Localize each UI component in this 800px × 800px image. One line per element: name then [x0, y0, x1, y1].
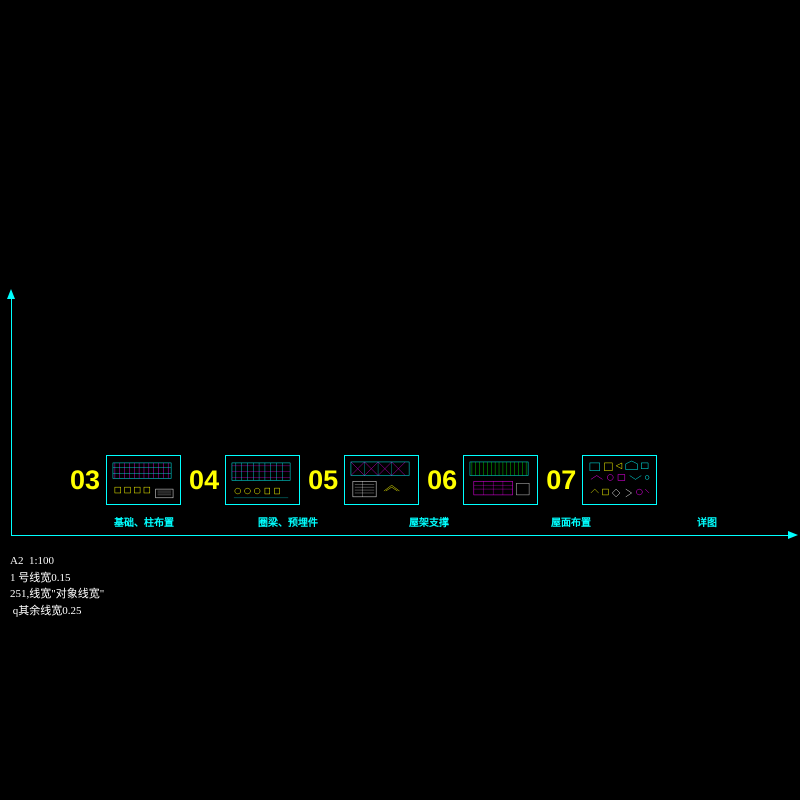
notes-block: A2 1:100 1 号线宽0.15 251,线宽"对象线宽" q其余线宽0.2… — [10, 553, 104, 619]
sheet-caption: 详图 — [642, 514, 772, 529]
thumb-details-icon — [587, 460, 652, 501]
sheet-number: 05 — [308, 467, 338, 494]
sheet-thumb — [463, 455, 538, 505]
sheet-caption: 圈梁、预埋件 — [218, 514, 358, 529]
axis-arrow-right-icon — [788, 531, 798, 539]
sheet-thumb — [106, 455, 181, 505]
sheet-thumb — [582, 455, 657, 505]
note-line: 251,线宽"对象线宽" — [10, 586, 104, 603]
sheet-06: 06 — [427, 455, 538, 505]
sheet-07: 07 — [546, 455, 657, 505]
sheet-number: 03 — [70, 467, 100, 494]
note-line: A2 1:100 — [10, 553, 104, 570]
sheet-04: 04 — [189, 455, 300, 505]
captions-row: 基础、柱布置 圈梁、预埋件 屋架支撑 屋面布置 详图 — [70, 514, 788, 529]
sheets-row: 03 — [70, 455, 657, 505]
axis-arrow-up-icon — [7, 289, 15, 299]
axis-horizontal — [11, 535, 789, 536]
sheet-caption: 基础、柱布置 — [70, 514, 218, 529]
sheet-caption: 屋面布置 — [500, 514, 642, 529]
axis-vertical — [11, 297, 12, 535]
sheet-caption: 屋架支撑 — [358, 514, 500, 529]
sheet-03: 03 — [70, 455, 181, 505]
sheet-number: 06 — [427, 467, 457, 494]
note-line: q其余线宽0.25 — [10, 603, 104, 620]
sheet-thumb — [225, 455, 300, 505]
note-line: 1 号线宽0.15 — [10, 570, 104, 587]
thumb-plan-icon — [111, 460, 176, 501]
thumb-plan-icon — [468, 460, 533, 501]
thumb-plan-icon — [230, 460, 295, 501]
sheet-05: 05 — [308, 455, 419, 505]
sheet-number: 07 — [546, 467, 576, 494]
thumb-plan-icon — [349, 460, 414, 501]
sheet-thumb — [344, 455, 419, 505]
sheet-number: 04 — [189, 467, 219, 494]
